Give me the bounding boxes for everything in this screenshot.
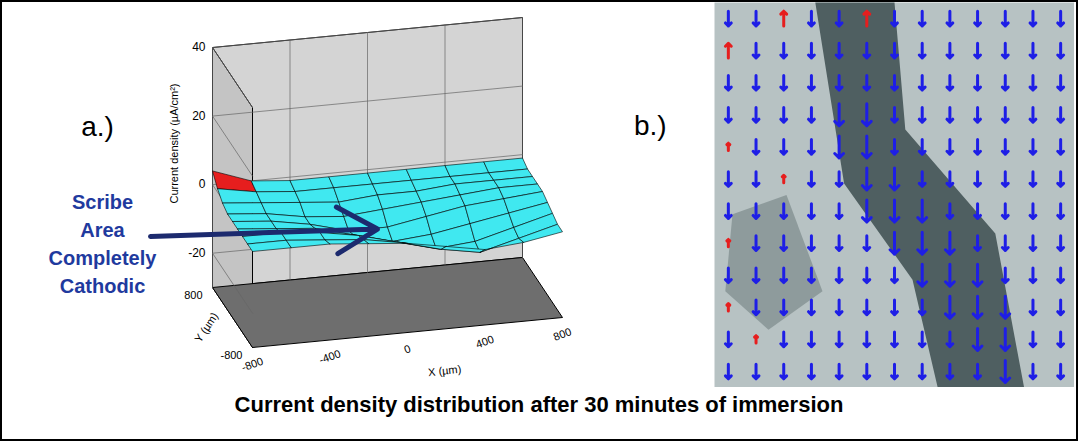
- svg-text:20: 20: [192, 109, 206, 123]
- svg-text:Completely: Completely: [49, 247, 158, 269]
- svg-text:0: 0: [402, 342, 412, 355]
- svg-text:-800: -800: [220, 349, 242, 361]
- svg-text:-800: -800: [240, 355, 265, 374]
- html-text:Current density distribution a: Current density distribution after 30 mi…: [234, 392, 844, 417]
- svg-text:-20: -20: [188, 246, 206, 260]
- svg-text:Y (µm): Y (µm): [192, 310, 220, 344]
- svg-text:Cathodic: Cathodic: [60, 275, 146, 297]
- svg-text:800: 800: [184, 289, 202, 301]
- svg-text:X (µm): X (µm): [427, 363, 461, 378]
- svg-text:400: 400: [474, 333, 495, 351]
- svg-text:Current density (µA/cm²): Current density (µA/cm²): [168, 83, 180, 203]
- svg-text:a.): a.): [81, 111, 114, 142]
- html-text:b.): b.): [634, 110, 667, 141]
- svg-text:40: 40: [192, 40, 206, 54]
- svg-text:0: 0: [199, 177, 206, 191]
- svg-text:Scribe: Scribe: [72, 191, 133, 213]
- svg-text:Area: Area: [80, 219, 125, 241]
- svg-text:-400: -400: [317, 347, 342, 366]
- svg-text:800: 800: [552, 325, 573, 343]
